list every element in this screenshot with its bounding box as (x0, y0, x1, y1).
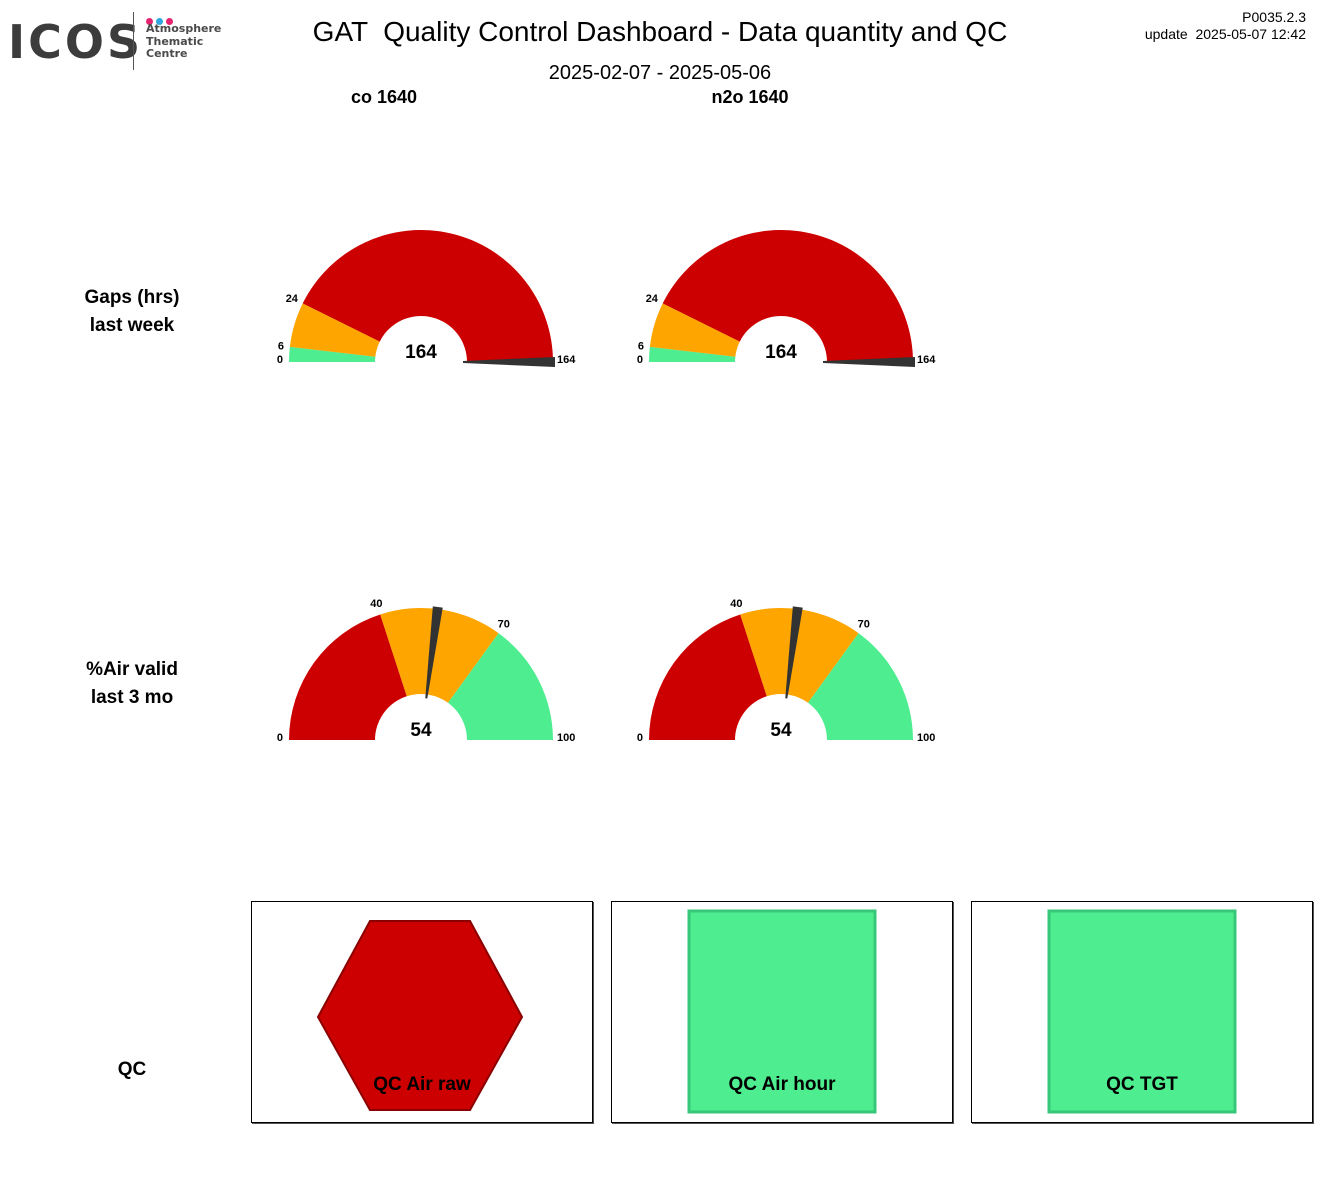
logo-text: Atmosphere Thematic Centre (146, 22, 222, 61)
version-number: P0035.2.3 (1242, 9, 1306, 25)
gauge-2: 54 0 40 70 100 (277, 598, 575, 744)
gauge-tick-label: 70 (498, 619, 510, 631)
date-range: 2025-02-07 - 2025-05-06 (548, 62, 772, 84)
gauge-tick-label: 0 (277, 354, 283, 366)
gauge-value: 164 (765, 342, 797, 363)
gauge-band-orange (740, 608, 859, 703)
qc-square-indicator (687, 909, 877, 1114)
row-label-line: QC (117, 1059, 147, 1080)
gauge-charts: 164 0 6 24 164 164 0 6 24 164 54 0 40 70 100 54 0 40 70 100 (277, 230, 936, 744)
gauge-value: 54 (770, 720, 792, 741)
gauge-tick-label: 24 (646, 293, 659, 305)
logo-dots (146, 12, 176, 25)
row-label-qc: QC (32, 1056, 232, 1084)
logo-line: Atmosphere (146, 22, 222, 35)
logo-dot (156, 18, 163, 25)
gauge-tick-label: 40 (730, 598, 742, 610)
gauge-value: 54 (410, 720, 432, 741)
qc-label: QC TGT (1106, 1074, 1178, 1095)
row-label-line: last week (89, 315, 175, 336)
row-label-line: %Air valid (86, 659, 178, 680)
gauge-tick-label: 40 (370, 598, 382, 610)
gauge-band-red (662, 230, 913, 362)
row-label-line: last 3 mo (90, 687, 174, 708)
logo-wordmark: ICOS (8, 15, 144, 69)
gauge-tick-label: 100 (557, 732, 575, 744)
gauge-1: 164 0 6 24 164 (637, 230, 936, 367)
gauge-tick-label: 6 (278, 340, 284, 352)
gauge-tick-label: 0 (637, 732, 643, 744)
gauge-tick-label: 0 (277, 732, 283, 744)
row-label-line: Gaps (hrs) (84, 287, 180, 308)
qc-square-indicator (1047, 909, 1237, 1114)
qc-hexagon-indicator (316, 920, 524, 1111)
logo-line: Thematic (146, 34, 204, 48)
qc-status-shape (1047, 909, 1237, 1114)
gauge-needle (425, 606, 443, 699)
gauge-tick-label: 70 (858, 619, 870, 631)
gauge-band-red (302, 230, 553, 362)
gauge-band-orange (649, 303, 740, 357)
gauge-tick-label: 0 (637, 354, 643, 366)
row-label-air-valid: %Air valid last 3 mo (32, 656, 232, 712)
gauge-value: 164 (405, 342, 437, 363)
gauge-band-green (289, 346, 376, 362)
qc-panel-air-raw: QC Air raw (251, 901, 593, 1123)
gauge-needle (785, 606, 803, 699)
update-timestamp: update 2025-05-07 12:42 (1144, 26, 1306, 42)
qc-panel-air-hour: QC Air hour (611, 901, 953, 1123)
logo-line: Centre (146, 47, 188, 60)
gauge-tick-label: 164 (557, 354, 576, 366)
gauge-needle (463, 357, 555, 367)
dashboard-title: GAT Quality Control Dashboard - Data qua… (312, 16, 1008, 47)
gauge-tick-label: 24 (286, 293, 299, 305)
qc-label: QC Air raw (373, 1074, 471, 1095)
qc-status-shape (316, 920, 524, 1111)
logo-dot (146, 18, 153, 25)
column-title-n2o: n2o 1640 (711, 87, 789, 107)
gauge-band-green (649, 346, 736, 362)
gauge-0: 164 0 6 24 164 (277, 230, 576, 367)
gauge-band-red (649, 614, 767, 740)
logo-dot (166, 18, 173, 25)
qc-panel-tgt: QC TGT (971, 901, 1313, 1123)
gauge-tick-label: 164 (917, 354, 936, 366)
row-label-gaps: Gaps (hrs) last week (32, 284, 232, 340)
gauge-tick-label: 6 (638, 340, 644, 352)
version-info: P0035.2.3 update 2025-05-07 12:42 (1145, 9, 1306, 43)
logo-divider (133, 12, 134, 70)
gauge-band-orange (380, 608, 499, 703)
column-title-co: co 1640 (350, 87, 418, 107)
qc-label: QC Air hour (728, 1074, 836, 1095)
qc-status-shape (687, 909, 877, 1114)
icos-logo: ICOS Atmosphere Thematic Centre (8, 10, 223, 74)
gauge-tick-label: 100 (917, 732, 935, 744)
gauge-band-green (808, 633, 913, 740)
gauge-band-orange (289, 303, 380, 357)
gauge-band-green (448, 633, 553, 740)
gauge-needle (823, 357, 915, 367)
gauge-band-red (289, 614, 407, 740)
gauge-3: 54 0 40 70 100 (637, 598, 935, 744)
